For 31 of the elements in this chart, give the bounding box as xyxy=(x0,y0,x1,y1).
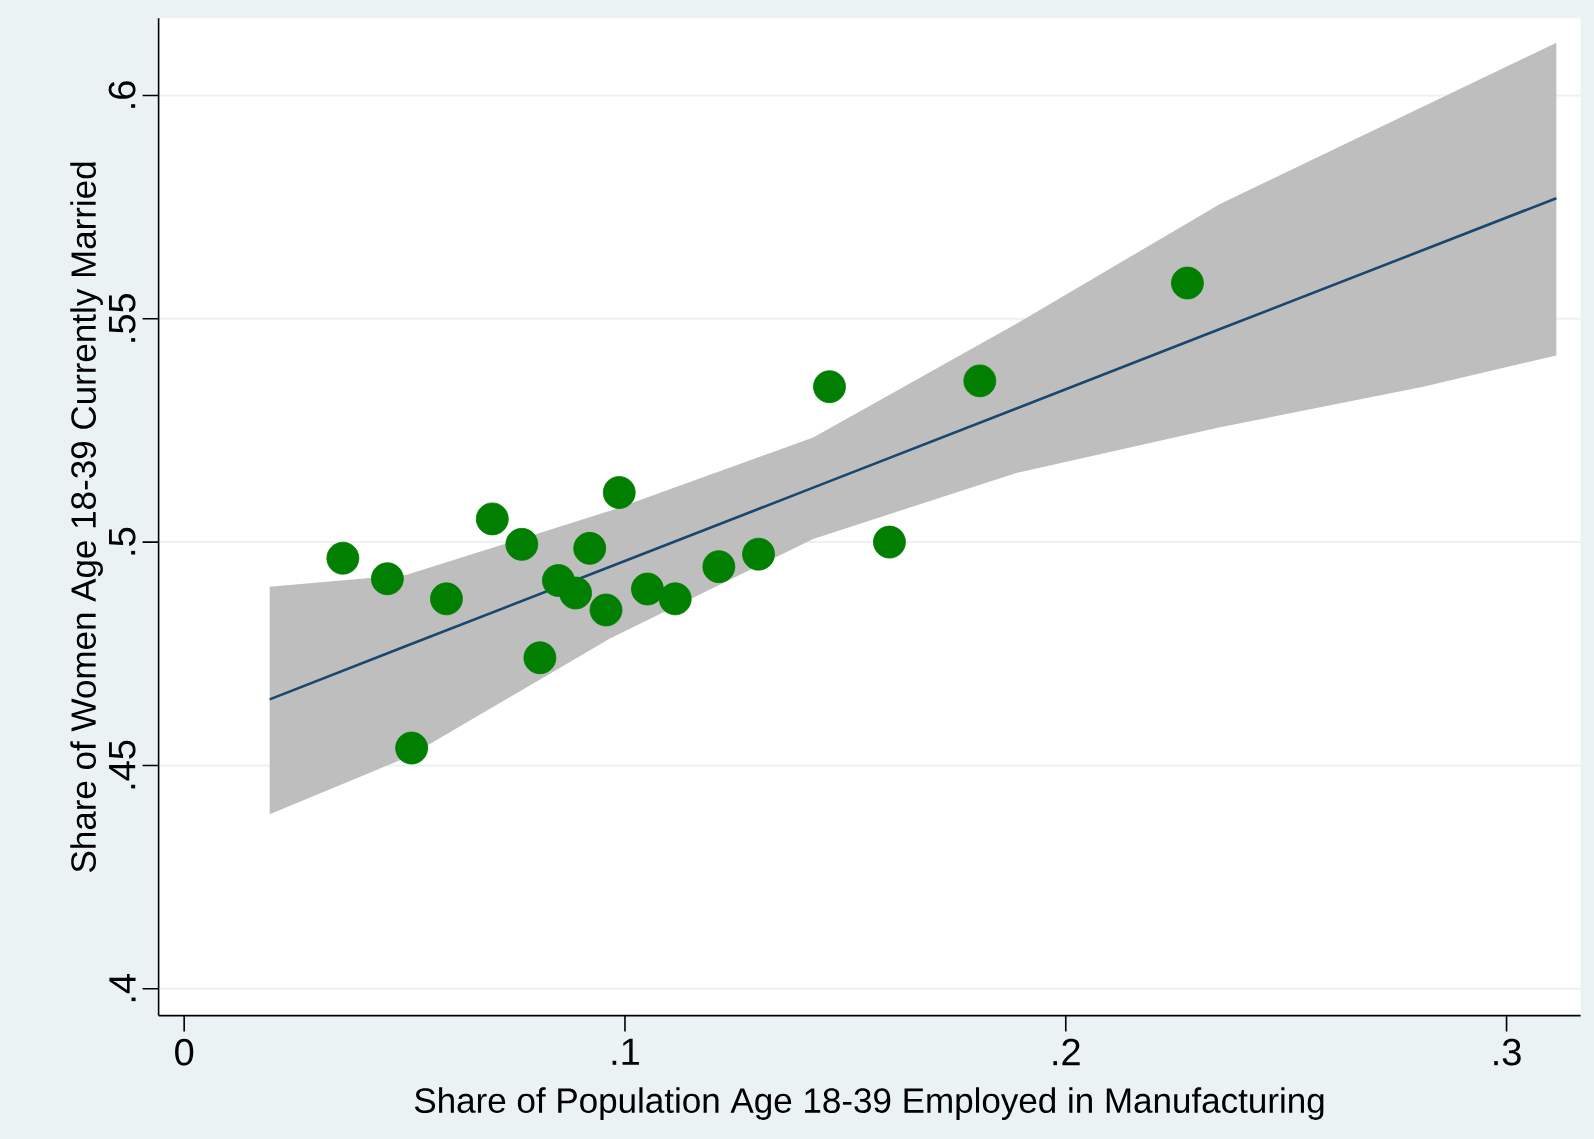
y-tick-label: .6 xyxy=(108,81,136,108)
y-tick-label: .5 xyxy=(109,527,136,555)
point xyxy=(589,593,623,627)
point xyxy=(1171,266,1204,300)
x-tick-label: .3 xyxy=(1494,1038,1521,1066)
point xyxy=(702,550,736,584)
point xyxy=(602,476,636,509)
point xyxy=(395,731,429,765)
x-tick-label: 0 xyxy=(175,1038,194,1066)
x-tick-label: .1 xyxy=(612,1038,639,1065)
point xyxy=(505,527,539,561)
point xyxy=(475,502,509,536)
y-tick-label: .45 xyxy=(109,740,136,789)
x-axis-title: Share of Population Age 18-39 Employed in Manufacturing xyxy=(414,1087,1324,1120)
y-tick-label: .55 xyxy=(109,293,136,342)
y-axis-title: Share of Women Age 18-39 Currently Married xyxy=(70,162,103,872)
point xyxy=(573,531,607,565)
point xyxy=(631,572,664,606)
point xyxy=(658,582,692,616)
point xyxy=(370,562,404,596)
point xyxy=(559,576,592,610)
point xyxy=(963,364,997,398)
point xyxy=(742,537,775,571)
line-series xyxy=(268,196,1558,701)
x-tick-label: .2 xyxy=(1053,1038,1080,1066)
y-tick-label: .4 xyxy=(109,974,136,1002)
point xyxy=(873,525,906,559)
point xyxy=(813,370,846,404)
point xyxy=(430,582,463,616)
point xyxy=(523,641,557,675)
point xyxy=(326,541,360,575)
